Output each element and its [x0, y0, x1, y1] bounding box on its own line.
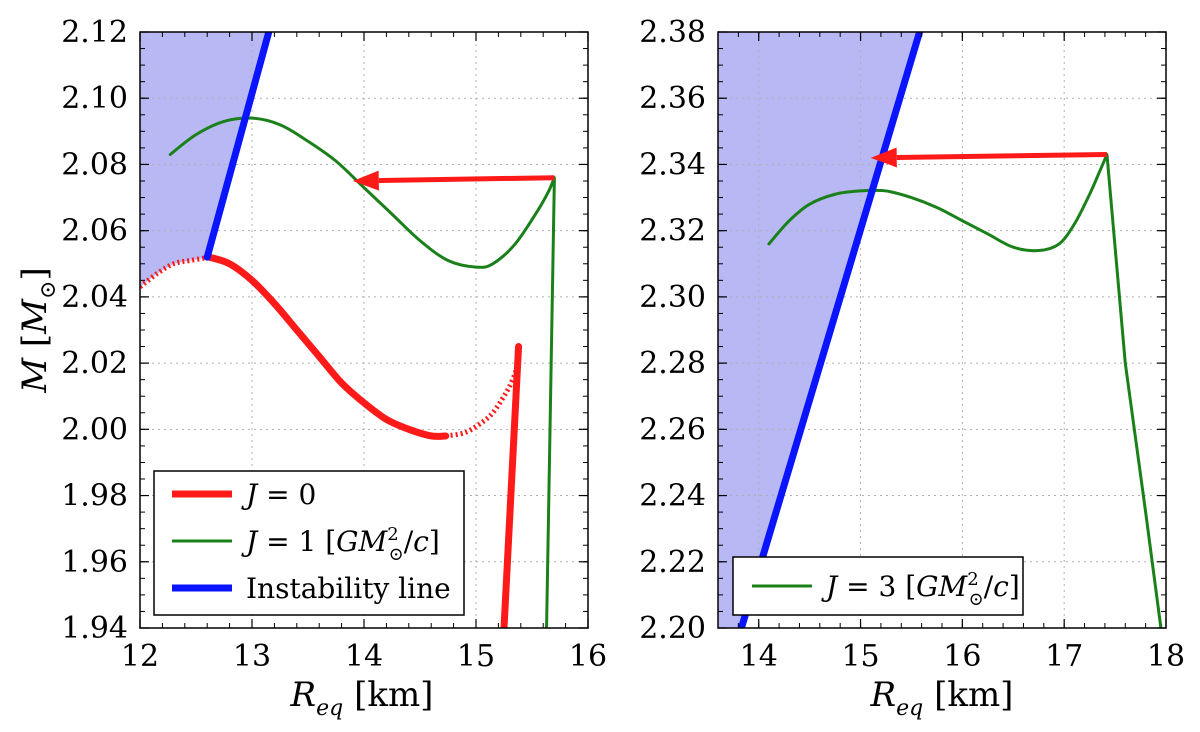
right-legend: J = 3 [GM2 ⊙/c] — [732, 556, 1024, 616]
series-line-j-0-unstable-branch- — [445, 359, 521, 439]
x-tick-label: 15 — [841, 639, 879, 674]
y-tick-label: 1.94 — [61, 611, 128, 646]
y-tick-label: 2.12 — [61, 15, 128, 50]
y-tick-label: 2.26 — [639, 412, 706, 447]
x-tick-label: 15 — [457, 639, 495, 674]
x-tick-label: 17 — [1045, 639, 1083, 674]
right-panel: 14 15 16 17 18 2.20 2.22 2.24 2.26 2.28 2.30 2.32 2.… — [639, 15, 1185, 721]
arrow-head — [352, 170, 379, 191]
y-tick-label: 2.24 — [639, 479, 706, 514]
y-tick-label: 2.38 — [639, 15, 706, 50]
right-plot-area — [718, 32, 1166, 628]
left-legend: J = 0 J = 1 [GM2 ⊙/c] Instability line — [153, 470, 465, 616]
arrow-head — [870, 147, 897, 168]
left-ticks: 12 13 14 15 16 1.94 1.96 1.98 2.00 2.02 2.04 2.06 2.… — [61, 15, 607, 674]
y-tick-label: 2.04 — [61, 280, 128, 315]
legend-label-instability: Instability line — [246, 572, 451, 605]
series-line-instability-line — [737, 32, 924, 628]
right-xaxis-title: Req [km] — [870, 675, 1014, 721]
y-tick-label: 2.06 — [61, 214, 128, 249]
y-tick-label: 2.28 — [639, 346, 706, 381]
y-tick-label: 2.30 — [639, 280, 706, 315]
left-yaxis-title: M [M⊙] — [15, 267, 61, 393]
left-panel: 12 13 14 15 16 1.94 1.96 1.98 2.00 2.02 2.04 2.06 2.… — [15, 15, 607, 721]
unstable-region — [140, 32, 269, 287]
series-line-instability-line — [203, 32, 273, 261]
unstable-region — [718, 32, 920, 628]
y-tick-label: 2.10 — [61, 81, 128, 116]
x-tick-label: 14 — [740, 639, 778, 674]
legend-label-j1: J = 1 [GM2 ⊙/c] — [241, 524, 440, 565]
x-tick-label: 16 — [569, 639, 607, 674]
y-tick-label: 2.32 — [639, 214, 706, 249]
y-tick-label: 2.08 — [61, 147, 128, 182]
legend-label-j0: J = 0 — [241, 478, 316, 511]
x-tick-label: 18 — [1147, 639, 1185, 674]
y-tick-label: 2.00 — [61, 412, 128, 447]
legend-label-j3: J = 3 [GM2 ⊙/c] — [821, 569, 1020, 610]
x-tick-label: 13 — [233, 639, 271, 674]
y-tick-label: 2.20 — [639, 611, 706, 646]
arrow-shaft — [896, 152, 1107, 160]
x-tick-label: 14 — [345, 639, 383, 674]
x-tick-label: 12 — [121, 639, 159, 674]
x-tick-label: 16 — [943, 639, 981, 674]
series-line-j-0-unstable-branch- — [140, 254, 210, 289]
left-plot-area — [140, 32, 588, 628]
left-xaxis-title: Req [km] — [290, 675, 434, 721]
y-tick-label: 2.22 — [639, 545, 706, 580]
y-tick-label: 2.34 — [639, 147, 706, 182]
arrow-shaft — [378, 175, 555, 184]
y-tick-label: 1.96 — [61, 545, 128, 580]
right-ticks: 14 15 16 17 18 2.20 2.22 2.24 2.26 2.28 2.30 2.32 2.… — [639, 15, 1185, 674]
y-tick-label: 2.02 — [61, 346, 128, 381]
series-line-j-0 — [205, 253, 450, 440]
y-tick-label: 2.36 — [639, 81, 706, 116]
y-tick-label: 1.98 — [61, 479, 128, 514]
series-line-j-0-branch- — [500, 343, 523, 628]
series-line-j-3-gm-c- — [767, 153, 1163, 628]
